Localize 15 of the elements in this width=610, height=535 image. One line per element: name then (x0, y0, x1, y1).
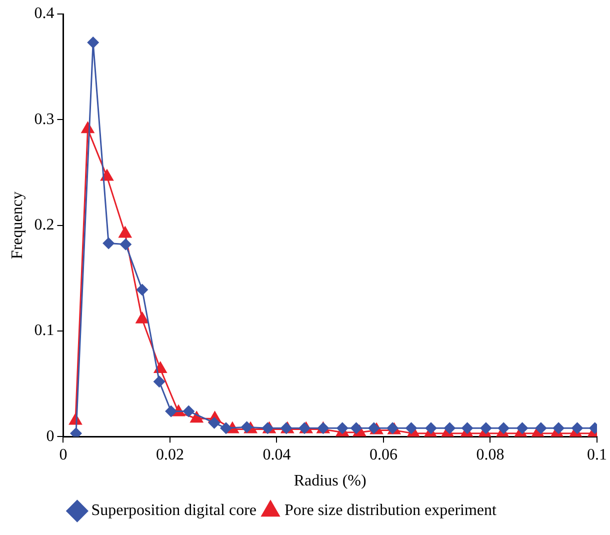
x-tick-label: 0 (59, 446, 68, 464)
x-tick-label: 0.02 (156, 446, 184, 464)
legend-label: Superposition digital core (91, 502, 257, 520)
x-axis-title: Radius (%) (294, 472, 366, 490)
y-axis-title: Frequency (8, 192, 26, 260)
x-tick-label: 0.1 (587, 446, 607, 464)
x-tick-label: 0.06 (369, 446, 398, 464)
y-tick-label: 0 (46, 428, 54, 445)
legend-label: Pore size distribution experiment (284, 502, 498, 520)
x-tick-label: 0.08 (476, 446, 504, 464)
y-tick-label: 0.2 (34, 216, 54, 234)
y-tick-label: 0.1 (34, 322, 54, 340)
x-tick-label: 0.04 (262, 446, 291, 464)
y-tick-label: 0.4 (34, 5, 54, 22)
y-tick-label: 0.3 (34, 110, 54, 128)
